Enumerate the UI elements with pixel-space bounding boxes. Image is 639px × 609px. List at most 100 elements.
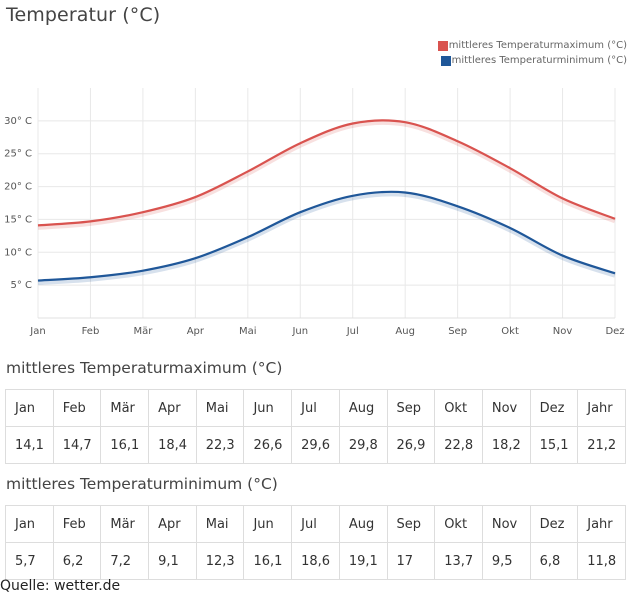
data-point-max bbox=[140, 209, 146, 215]
table-cell: 7,2 bbox=[100, 542, 150, 580]
data-point-max bbox=[455, 138, 461, 144]
x-tick-label: Sep bbox=[448, 326, 467, 337]
table-header-cell: Dez bbox=[529, 505, 579, 543]
data-point-max bbox=[245, 168, 251, 174]
table-header-cell: Mär bbox=[100, 505, 150, 543]
data-point-min bbox=[402, 189, 408, 195]
table-header-cell: Okt bbox=[434, 389, 483, 427]
data-point-min bbox=[87, 274, 93, 280]
x-tick-label: Jan bbox=[29, 326, 45, 337]
series-line-shadow-max bbox=[37, 119, 616, 230]
data-point-min bbox=[455, 203, 461, 209]
x-tick-label: Okt bbox=[501, 326, 519, 337]
x-tick-label: Dez bbox=[605, 326, 624, 337]
table-cell: 29,8 bbox=[338, 426, 388, 464]
data-point-min bbox=[245, 234, 251, 240]
table-header-cell: Jahr bbox=[577, 505, 626, 543]
data-point-max bbox=[297, 140, 303, 146]
legend-swatch-max bbox=[437, 40, 448, 51]
table-header-cell: Nov bbox=[481, 505, 531, 543]
table-header-cell: Jan bbox=[5, 389, 54, 427]
y-tick-label: 20° C bbox=[4, 182, 32, 193]
table-cell: 12,3 bbox=[195, 542, 245, 580]
table-cell: 16,1 bbox=[100, 426, 150, 464]
table-row: 5,7 6,2 7,2 9,1 12,3 16,1 18,6 19,1 17 1… bbox=[5, 542, 626, 580]
table-header-row: Jan Feb Mär Apr Mai Jun Jul Aug Sep Okt … bbox=[5, 389, 626, 427]
table-header-cell: Sep bbox=[386, 505, 436, 543]
table-row: 14,1 14,7 16,1 18,4 22,3 26,6 29,6 29,8 … bbox=[5, 426, 626, 464]
table-cell: 18,4 bbox=[148, 426, 197, 464]
legend-label-min: mittleres Temperaturminimum (°C) bbox=[451, 55, 627, 66]
table-header-cell: Sep bbox=[386, 389, 436, 427]
table-header-cell: Mär bbox=[100, 389, 150, 427]
table-cell: 15,1 bbox=[529, 426, 579, 464]
series-line-max bbox=[37, 119, 616, 227]
data-point-min bbox=[560, 253, 566, 259]
table-header-row: Jan Feb Mär Apr Mai Jun Jul Aug Sep Okt … bbox=[5, 505, 626, 543]
table-header-cell: Jun bbox=[243, 505, 293, 543]
table-header-cell: Mai bbox=[195, 505, 245, 543]
table-cell: 11,8 bbox=[577, 542, 626, 580]
table-cell: 14,7 bbox=[52, 426, 102, 464]
series-line-shadow-min bbox=[37, 191, 616, 286]
data-point-min bbox=[612, 270, 618, 276]
legend-item-max[interactable]: mittleres Temperaturmaximum (°C) bbox=[437, 40, 627, 51]
x-tick-label: Aug bbox=[395, 326, 415, 337]
y-tick-label: 5° C bbox=[10, 280, 32, 291]
table-cell: 9,1 bbox=[148, 542, 197, 580]
table-header-cell: Jan bbox=[5, 505, 54, 543]
data-point-max bbox=[402, 119, 408, 125]
table-header-cell: Jul bbox=[291, 389, 340, 427]
table-header-cell: Okt bbox=[434, 505, 483, 543]
table-header-cell: Aug bbox=[338, 505, 388, 543]
table-cell: 16,1 bbox=[243, 542, 293, 580]
x-tick-label: Mär bbox=[133, 326, 153, 337]
temperature-chart: 5° C 10° C 15° C 20° C 25° C 30° C Jan Feb Mär Ap… bbox=[4, 88, 625, 337]
x-tick-label: Jul bbox=[346, 326, 359, 337]
table-cell: 19,1 bbox=[338, 542, 388, 580]
data-point-max bbox=[350, 120, 356, 126]
legend-label-max: mittleres Temperaturmaximum (°C) bbox=[448, 40, 627, 51]
table-cell: 26,9 bbox=[386, 426, 436, 464]
data-point-max bbox=[507, 165, 513, 171]
max-table-title: mittleres Temperaturmaximum (°C) bbox=[6, 359, 283, 377]
min-temperature-table: Jan Feb Mär Apr Mai Jun Jul Aug Sep Okt … bbox=[5, 505, 626, 580]
x-tick-label: Mai bbox=[239, 326, 257, 337]
table-cell: 13,7 bbox=[434, 542, 483, 580]
table-cell: 21,2 bbox=[577, 426, 626, 464]
table-cell: 14,1 bbox=[5, 426, 54, 464]
series-line-min bbox=[37, 190, 616, 282]
y-tick-label: 10° C bbox=[4, 247, 32, 258]
table-header-cell: Jahr bbox=[577, 389, 626, 427]
table-cell: 22,3 bbox=[195, 426, 245, 464]
y-tick-label: 30° C bbox=[4, 116, 32, 127]
data-point-max bbox=[35, 222, 41, 228]
source-note: Quelle: wetter.de bbox=[0, 578, 121, 594]
table-header-cell: Feb bbox=[52, 505, 102, 543]
min-table-title: mittleres Temperaturminimum (°C) bbox=[6, 475, 278, 493]
table-header-cell: Aug bbox=[338, 389, 388, 427]
y-tick-label: 15° C bbox=[4, 214, 32, 225]
legend-swatch-min bbox=[440, 55, 451, 66]
page-title: Temperatur (°C) bbox=[6, 4, 161, 26]
table-header-cell: Apr bbox=[148, 389, 197, 427]
data-point-max bbox=[192, 194, 198, 200]
table-cell: 5,7 bbox=[5, 542, 54, 580]
table-cell: 29,6 bbox=[291, 426, 340, 464]
x-tick-label: Jun bbox=[291, 326, 308, 337]
y-tick-label: 25° C bbox=[4, 149, 32, 160]
x-tick-label: Nov bbox=[553, 326, 573, 337]
table-cell: 6,2 bbox=[52, 542, 102, 580]
table-cell: 6,8 bbox=[529, 542, 579, 580]
data-point-max bbox=[560, 195, 566, 201]
table-cell: 17 bbox=[386, 542, 436, 580]
table-cell: 26,6 bbox=[243, 426, 293, 464]
data-point-max bbox=[87, 218, 93, 224]
max-temperature-table: Jan Feb Mär Apr Mai Jun Jul Aug Sep Okt … bbox=[5, 389, 626, 464]
legend-item-min[interactable]: mittleres Temperaturminimum (°C) bbox=[440, 55, 627, 66]
table-header-cell: Apr bbox=[148, 505, 197, 543]
table-cell: 9,5 bbox=[481, 542, 531, 580]
data-point-min bbox=[297, 209, 303, 215]
table-cell: 18,6 bbox=[291, 542, 340, 580]
data-point-min bbox=[507, 225, 513, 231]
